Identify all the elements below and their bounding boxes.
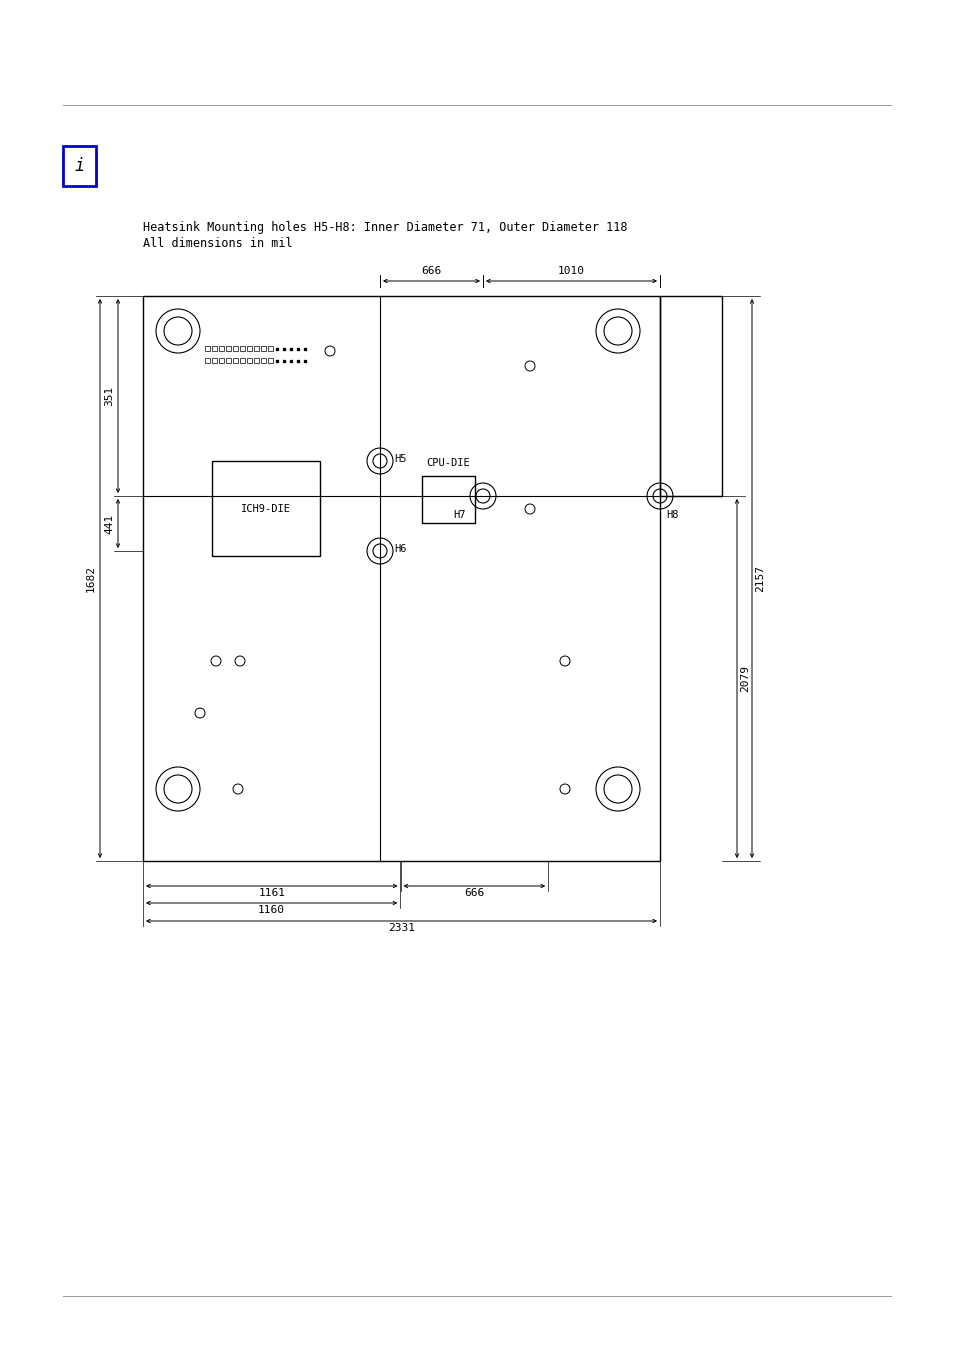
- Bar: [226, 358, 231, 363]
- Bar: [253, 358, 258, 363]
- Text: H8: H8: [665, 509, 678, 520]
- Text: 666: 666: [421, 266, 441, 276]
- Text: i: i: [74, 157, 85, 176]
- Bar: [253, 346, 258, 351]
- Bar: [219, 358, 224, 363]
- Bar: [143, 296, 659, 861]
- Bar: [421, 476, 475, 523]
- Bar: [659, 296, 721, 496]
- Text: All dimensions in mil: All dimensions in mil: [143, 236, 293, 250]
- Text: 666: 666: [464, 888, 484, 898]
- Bar: [205, 358, 210, 363]
- Text: H6: H6: [394, 544, 406, 554]
- Text: 1010: 1010: [558, 266, 584, 276]
- Text: 2331: 2331: [388, 923, 415, 934]
- Bar: [247, 358, 252, 363]
- Text: H7: H7: [453, 509, 465, 520]
- Bar: [212, 358, 216, 363]
- Text: 1682: 1682: [86, 565, 96, 592]
- Bar: [247, 346, 252, 351]
- Bar: [261, 346, 266, 351]
- Text: 1161: 1161: [258, 888, 285, 898]
- Text: 1160: 1160: [258, 905, 285, 915]
- Bar: [240, 346, 245, 351]
- Text: 2079: 2079: [740, 665, 749, 692]
- Text: Heatsink Mounting holes H5-H8: Inner Diameter 71, Outer Diameter 118: Heatsink Mounting holes H5-H8: Inner Dia…: [143, 222, 627, 234]
- Bar: [219, 346, 224, 351]
- Bar: [268, 358, 273, 363]
- Bar: [212, 346, 216, 351]
- Text: H5: H5: [394, 454, 406, 463]
- Bar: [233, 346, 237, 351]
- Text: 2157: 2157: [754, 565, 764, 592]
- Bar: [233, 358, 237, 363]
- Text: CPU-DIE: CPU-DIE: [426, 458, 470, 467]
- Bar: [261, 358, 266, 363]
- Text: 351: 351: [104, 386, 113, 407]
- Bar: [240, 358, 245, 363]
- Text: ICH9-DIE: ICH9-DIE: [241, 504, 291, 513]
- Bar: [226, 346, 231, 351]
- Bar: [268, 346, 273, 351]
- Bar: [63, 146, 96, 186]
- Text: 441: 441: [104, 513, 113, 534]
- Bar: [205, 346, 210, 351]
- Bar: [212, 461, 319, 557]
